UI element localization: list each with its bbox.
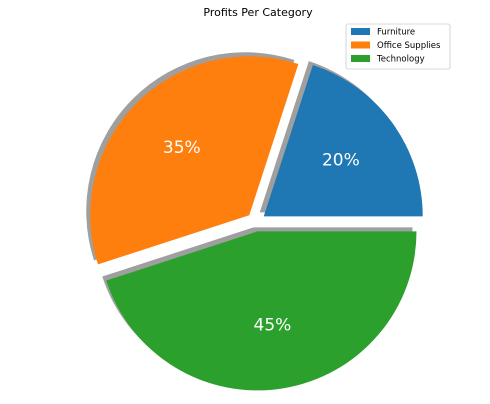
slice-label-technology: 45%	[254, 316, 292, 336]
pie-slices	[90, 56, 423, 391]
slice-label-office-supplies: 35%	[163, 138, 201, 158]
legend-swatch-technology	[351, 55, 370, 62]
slice-technology	[106, 231, 417, 391]
chart-title: Profits Per Category	[203, 6, 313, 19]
legend-items: Furniture Office Supplies Technology	[351, 28, 441, 65]
legend-swatch-office-supplies	[351, 41, 370, 49]
legend-label-furniture: Furniture	[377, 28, 415, 38]
legend-label-office-supplies: Office Supplies	[377, 41, 441, 51]
slice-office-supplies	[90, 56, 299, 265]
legend: Furniture Office Supplies Technology	[345, 23, 451, 70]
slice-label-furniture: 20%	[322, 150, 360, 170]
legend-swatch-furniture	[351, 28, 370, 35]
legend-label-technology: Technology	[376, 55, 425, 65]
slice-labels: 20% 35% 45%	[163, 138, 360, 336]
slice-furniture	[263, 65, 423, 217]
legend-frame	[345, 23, 451, 70]
